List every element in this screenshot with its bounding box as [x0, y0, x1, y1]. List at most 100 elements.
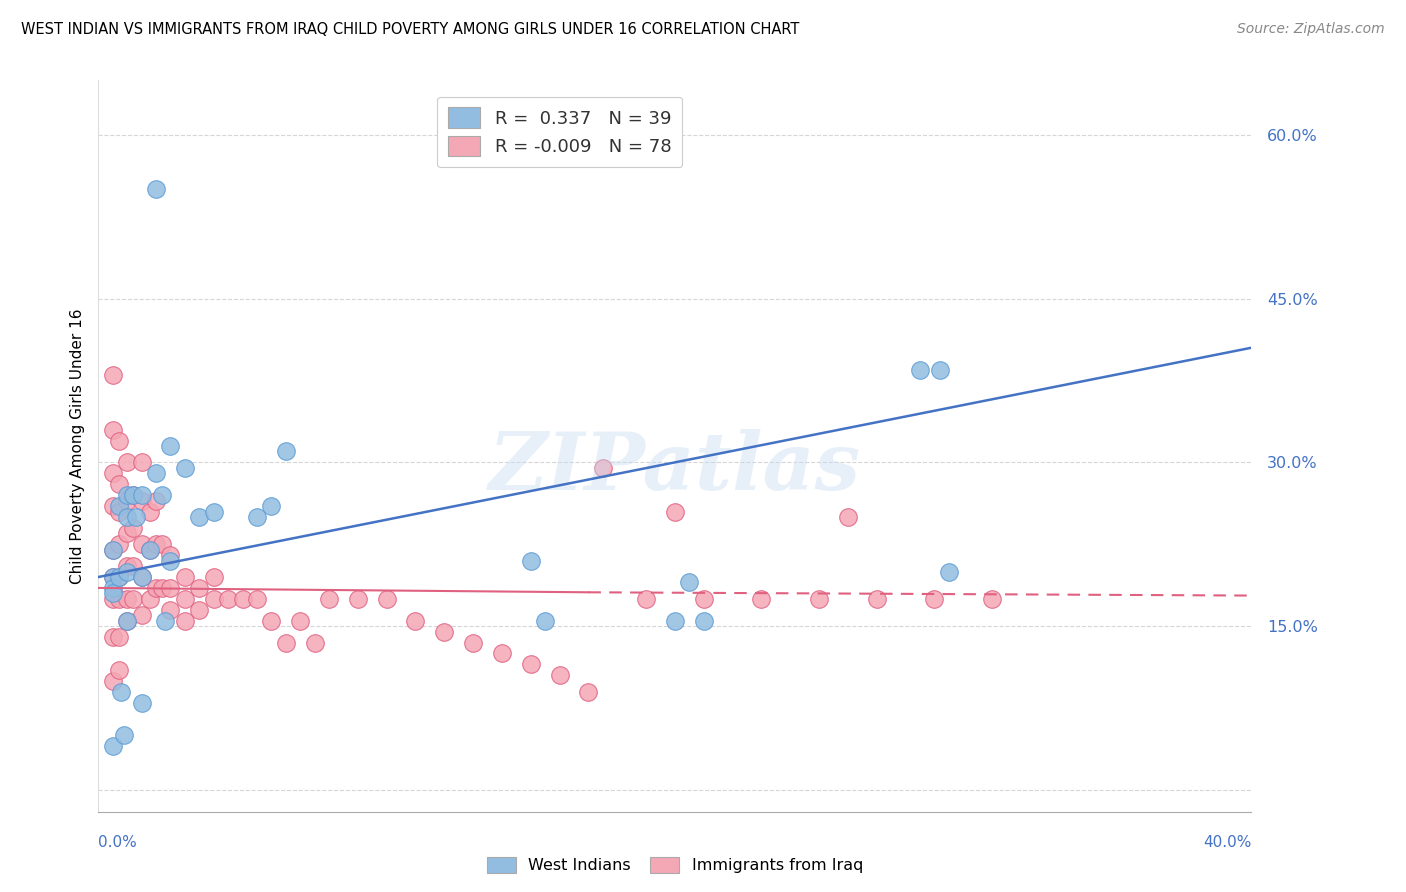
Point: [110, 684, 132, 698]
Point: [117, 510, 138, 524]
Point: [107, 477, 129, 491]
Point: [433, 624, 456, 639]
Point: [101, 542, 124, 557]
Point: [150, 537, 173, 551]
Point: [107, 570, 129, 584]
Point: [837, 510, 859, 524]
Point: [131, 488, 153, 502]
Point: [159, 554, 181, 568]
Point: [112, 728, 135, 742]
Point: [153, 614, 176, 628]
Point: [548, 668, 571, 682]
Point: [807, 591, 830, 606]
Point: [131, 537, 153, 551]
Point: [145, 182, 167, 196]
Point: [101, 570, 124, 584]
Point: [101, 581, 124, 595]
Text: Source: ZipAtlas.com: Source: ZipAtlas.com: [1237, 22, 1385, 37]
Point: [131, 608, 153, 623]
Point: [678, 575, 700, 590]
Text: ZIPatlas: ZIPatlas: [489, 429, 860, 507]
Point: [117, 591, 138, 606]
Point: [139, 504, 162, 518]
Point: [101, 586, 124, 600]
Point: [202, 570, 225, 584]
Text: WEST INDIAN VS IMMIGRANTS FROM IRAQ CHILD POVERTY AMONG GIRLS UNDER 16 CORRELATI: WEST INDIAN VS IMMIGRANTS FROM IRAQ CHIL…: [21, 22, 800, 37]
Point: [101, 591, 124, 606]
Point: [107, 499, 129, 513]
Point: [929, 362, 952, 376]
Point: [866, 591, 889, 606]
Point: [174, 460, 197, 475]
Point: [145, 537, 167, 551]
Point: [107, 591, 129, 606]
Point: [139, 542, 162, 557]
Point: [122, 488, 145, 502]
Point: [188, 581, 211, 595]
Point: [693, 591, 716, 606]
Point: [150, 488, 173, 502]
Point: [117, 614, 138, 628]
Point: [693, 614, 716, 628]
Point: [578, 684, 600, 698]
Point: [274, 635, 297, 649]
Point: [159, 603, 181, 617]
Point: [318, 591, 340, 606]
Text: 40.0%: 40.0%: [1204, 836, 1251, 850]
Point: [751, 591, 773, 606]
Point: [101, 739, 124, 754]
Legend: R =  0.337   N = 39, R = -0.009   N = 78: R = 0.337 N = 39, R = -0.009 N = 78: [437, 96, 682, 167]
Point: [117, 565, 138, 579]
Text: 0.0%: 0.0%: [98, 836, 138, 850]
Point: [117, 488, 138, 502]
Point: [246, 510, 269, 524]
Point: [131, 493, 153, 508]
Point: [145, 581, 167, 595]
Point: [908, 362, 931, 376]
Point: [159, 581, 181, 595]
Point: [101, 542, 124, 557]
Point: [534, 614, 557, 628]
Point: [131, 570, 153, 584]
Point: [188, 510, 211, 524]
Point: [491, 647, 513, 661]
Point: [122, 591, 145, 606]
Point: [107, 504, 129, 518]
Point: [101, 673, 124, 688]
Point: [461, 635, 484, 649]
Point: [101, 368, 124, 382]
Point: [117, 614, 138, 628]
Point: [125, 510, 148, 524]
Point: [107, 434, 129, 448]
Point: [304, 635, 326, 649]
Point: [150, 581, 173, 595]
Point: [405, 614, 427, 628]
Point: [274, 444, 297, 458]
Point: [159, 548, 181, 562]
Point: [117, 559, 138, 574]
Point: [260, 614, 283, 628]
Point: [592, 460, 614, 475]
Point: [117, 493, 138, 508]
Point: [101, 467, 124, 481]
Point: [159, 439, 181, 453]
Point: [174, 614, 197, 628]
Point: [107, 630, 129, 644]
Point: [217, 591, 239, 606]
Y-axis label: Child Poverty Among Girls Under 16: Child Poverty Among Girls Under 16: [69, 309, 84, 583]
Point: [131, 570, 153, 584]
Point: [117, 526, 138, 541]
Point: [101, 423, 124, 437]
Point: [231, 591, 254, 606]
Point: [131, 455, 153, 469]
Point: [636, 591, 658, 606]
Legend: West Indians, Immigrants from Iraq: West Indians, Immigrants from Iraq: [481, 850, 869, 880]
Point: [938, 565, 960, 579]
Point: [145, 467, 167, 481]
Point: [101, 630, 124, 644]
Point: [139, 542, 162, 557]
Point: [101, 570, 124, 584]
Point: [122, 559, 145, 574]
Point: [346, 591, 368, 606]
Point: [131, 696, 153, 710]
